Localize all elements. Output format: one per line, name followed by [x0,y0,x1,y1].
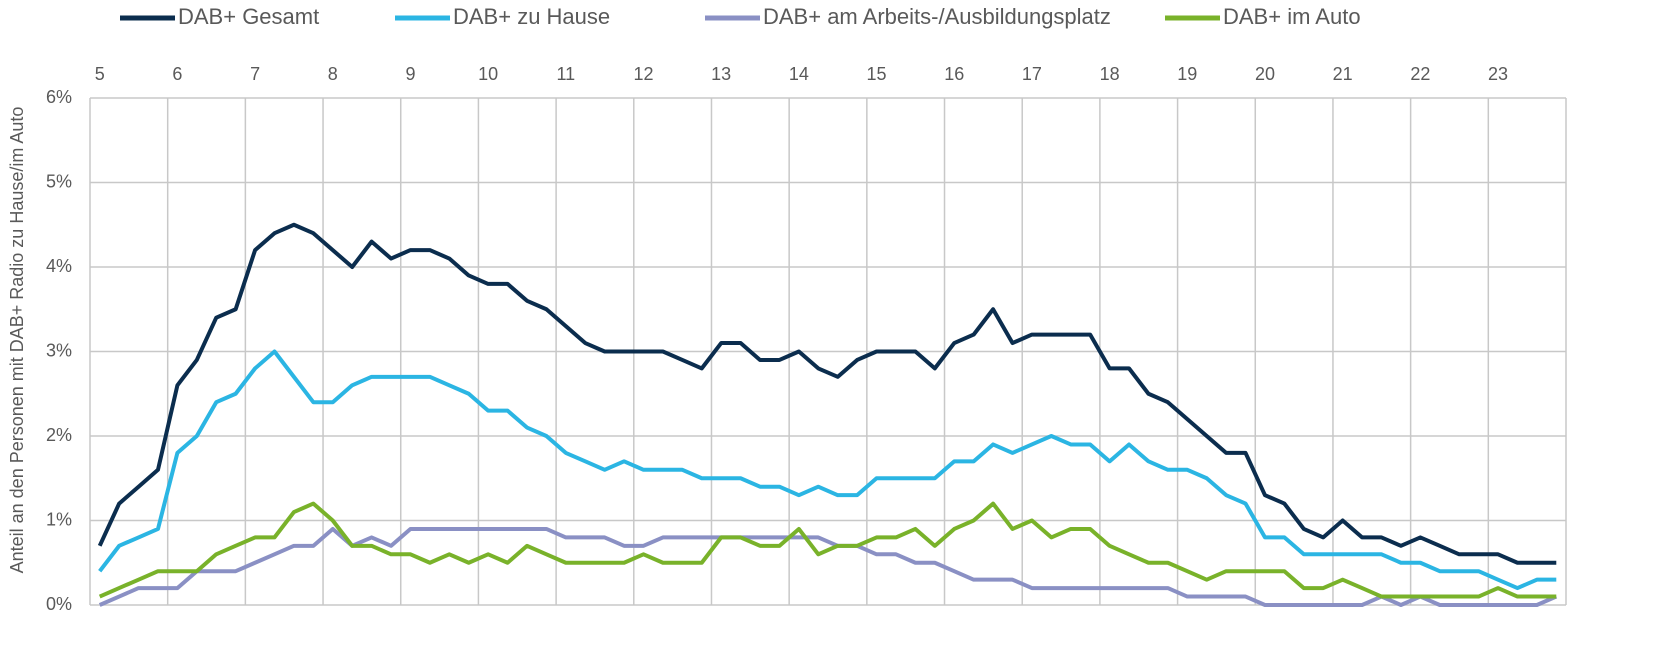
x-tick-label: 6 [172,64,182,84]
x-tick-label: 19 [1177,64,1197,84]
x-tick-label: 15 [867,64,887,84]
x-tick-label: 17 [1022,64,1042,84]
x-tick-label: 11 [556,64,575,84]
y-axis-label: Anteil an den Personen mit DAB+ Radio zu… [7,107,27,574]
x-tick-label: 8 [328,64,338,84]
x-tick-label: 14 [789,64,809,84]
x-tick-label: 22 [1410,64,1430,84]
series-line [98,501,1557,599]
series-line [97,222,1557,565]
legend-label: DAB+ am Arbeits-/Ausbildungsplatz [763,4,1111,29]
x-tick-label: 13 [711,64,731,84]
x-tick-label: 10 [478,64,498,84]
y-tick-label: 2% [46,425,72,445]
series-line [98,349,1557,591]
y-tick-label: 0% [46,594,72,614]
x-tick-label: 12 [633,64,653,84]
legend-label: DAB+ im Auto [1223,4,1361,29]
legend-label: DAB+ Gesamt [178,4,319,29]
x-tick-label: 16 [944,64,964,84]
x-tick-label: 7 [250,64,260,84]
series-line [98,526,1558,607]
x-tick-label: 5 [95,64,105,84]
x-tick-label: 20 [1255,64,1275,84]
y-tick-label: 5% [46,171,72,191]
x-tick-label: 21 [1333,64,1353,84]
y-tick-label: 3% [46,340,72,360]
y-tick-label: 4% [46,256,72,276]
y-tick-label: 6% [46,87,72,107]
x-tick-label: 18 [1100,64,1120,84]
x-tick-label: 23 [1488,64,1508,84]
legend-label: DAB+ zu Hause [453,4,610,29]
x-tick-label: 9 [405,64,415,84]
y-tick-label: 1% [46,509,72,529]
